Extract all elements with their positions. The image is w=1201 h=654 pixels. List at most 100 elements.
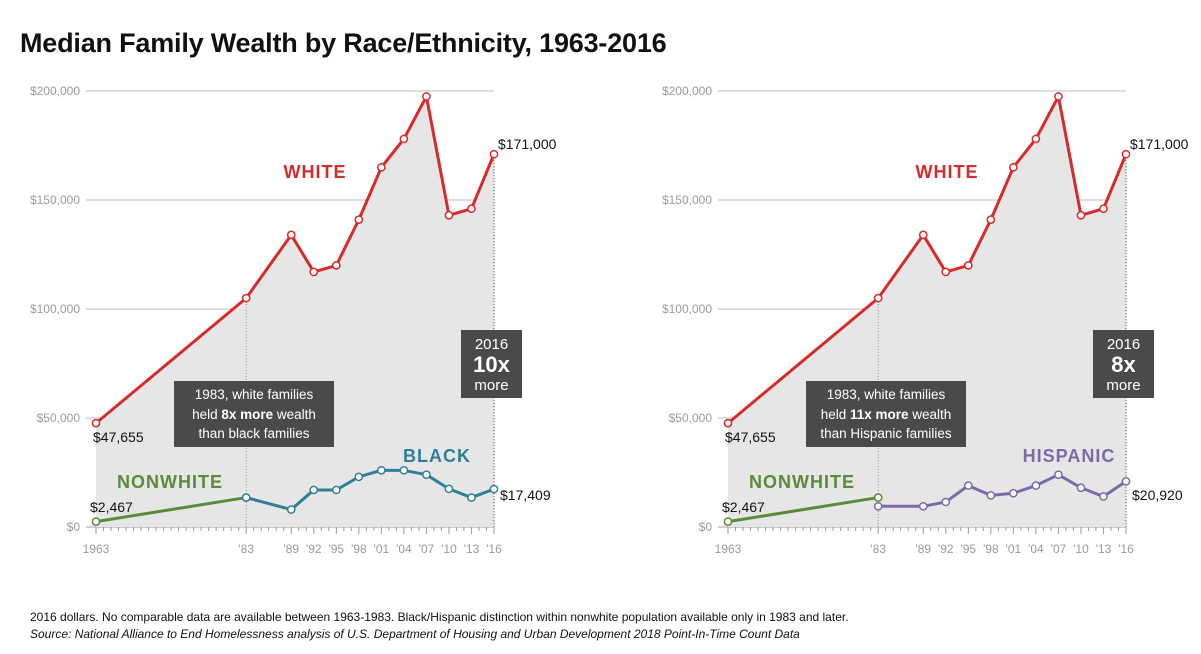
white-point [1054, 92, 1063, 101]
white-point [1099, 204, 1108, 214]
x-tick-label: '83 [238, 542, 254, 556]
label-white-end: $171,000 [498, 136, 557, 152]
series-label-group: HISPANIC [1023, 446, 1116, 466]
x-tick-label: 1963 [715, 542, 742, 556]
white-point [1009, 162, 1018, 172]
label-white-end: $171,000 [1130, 136, 1189, 152]
white-point [286, 230, 296, 240]
white-point [723, 418, 733, 428]
white-point [422, 92, 431, 101]
y-tick-label: $100,000 [30, 302, 80, 316]
y-tick-label: $150,000 [30, 193, 80, 207]
label-white-start: $47,655 [93, 429, 144, 445]
source-note: Source: National Alliance to End Homeles… [30, 627, 800, 641]
x-tick-label: '10 [1073, 542, 1089, 556]
x-tick-label: '92 [938, 542, 954, 556]
y-tick-label: $50,000 [669, 411, 713, 425]
label-group-end: $20,920 [1132, 487, 1183, 503]
group-point [467, 493, 476, 502]
group-point [963, 481, 973, 490]
box-2016-word: more [474, 377, 508, 394]
box-2016 [1093, 330, 1154, 398]
white-point [941, 267, 951, 277]
x-tick-label: '01 [1006, 542, 1022, 556]
label-white-start: $47,655 [725, 429, 776, 445]
box-1983-line1: 1983, white families [195, 387, 314, 402]
x-tick-label: '98 [983, 542, 999, 556]
group-point [241, 493, 251, 502]
white-point [467, 204, 476, 214]
group-point [354, 472, 364, 482]
group-point [986, 491, 996, 500]
nonwhite-line [727, 496, 879, 524]
series-label-group: BLACK [403, 446, 471, 466]
x-tick-label: '95 [328, 542, 344, 556]
nonwhite-point [873, 493, 883, 502]
white-point [1121, 149, 1131, 159]
group-point [1076, 483, 1086, 493]
group-point [918, 501, 928, 511]
x-tick-label: '98 [351, 542, 367, 556]
x-tick-label: '16 [486, 542, 502, 556]
white-point [918, 230, 928, 240]
nonwhite-line [95, 496, 247, 524]
white-point [873, 293, 883, 303]
label-nonwhite-start: $2,467 [722, 499, 765, 515]
y-tick-label: $50,000 [37, 411, 81, 425]
box-1983 [806, 381, 966, 447]
x-tick-label: '13 [1096, 542, 1112, 556]
group-point [873, 501, 883, 511]
group-point [941, 497, 951, 507]
series-label-nonwhite: NONWHITE [749, 472, 855, 492]
white-point [377, 162, 386, 172]
label-group-end: $17,409 [500, 487, 551, 503]
white-point [91, 418, 101, 428]
y-tick-label: $0 [699, 520, 713, 534]
x-tick-label: '13 [464, 542, 480, 556]
x-tick-label: '10 [441, 542, 457, 556]
group-point [309, 485, 319, 495]
box-2016-word: more [1106, 377, 1140, 394]
group-point [286, 505, 296, 514]
y-tick-label: $200,000 [662, 84, 712, 98]
white-point [1076, 210, 1086, 220]
x-tick-label: '92 [306, 542, 322, 556]
chart-panel-black: $0 $50,000 $100,000 $150,000 $200,000 1963 '83… [30, 84, 557, 556]
x-tick-label: '83 [870, 542, 886, 556]
white-point [241, 293, 251, 303]
label-nonwhite-start: $2,467 [90, 499, 133, 515]
white-point [1031, 134, 1041, 144]
series-label-nonwhite: NONWHITE [117, 472, 223, 492]
box-1983-line2: held 8x more wealth [192, 407, 316, 422]
group-point [331, 485, 341, 495]
y-tick-label: $200,000 [30, 84, 80, 98]
group-point [377, 465, 386, 475]
group-point [1099, 492, 1108, 501]
box-1983-line2: held 11x more wealth [821, 407, 952, 422]
white-point [489, 149, 499, 159]
white-point [399, 134, 409, 144]
x-tick-label: '89 [283, 542, 299, 556]
group-point [422, 470, 431, 480]
nonwhite-point [723, 517, 733, 526]
box-1983 [174, 381, 334, 447]
x-tick-label: '07 [419, 542, 435, 556]
y-tick-label: $100,000 [662, 302, 712, 316]
group-point [1054, 470, 1063, 480]
x-tick-label: '89 [915, 542, 931, 556]
box-2016-year: 2016 [1107, 336, 1140, 353]
nonwhite-point [91, 517, 101, 526]
box-1983-line1: 1983, white families [827, 387, 946, 402]
box-1983-line3: than Hispanic families [820, 426, 952, 441]
white-point [963, 261, 973, 270]
white-point [986, 215, 996, 224]
box-2016-multiple: 10x [473, 352, 510, 377]
group-point [489, 484, 499, 494]
white-point [354, 215, 364, 224]
x-tick-label: '95 [960, 542, 976, 556]
group-point [1031, 481, 1041, 490]
box-2016 [461, 330, 522, 398]
white-point [444, 210, 454, 220]
group-point [444, 484, 454, 494]
group-point [399, 465, 409, 475]
